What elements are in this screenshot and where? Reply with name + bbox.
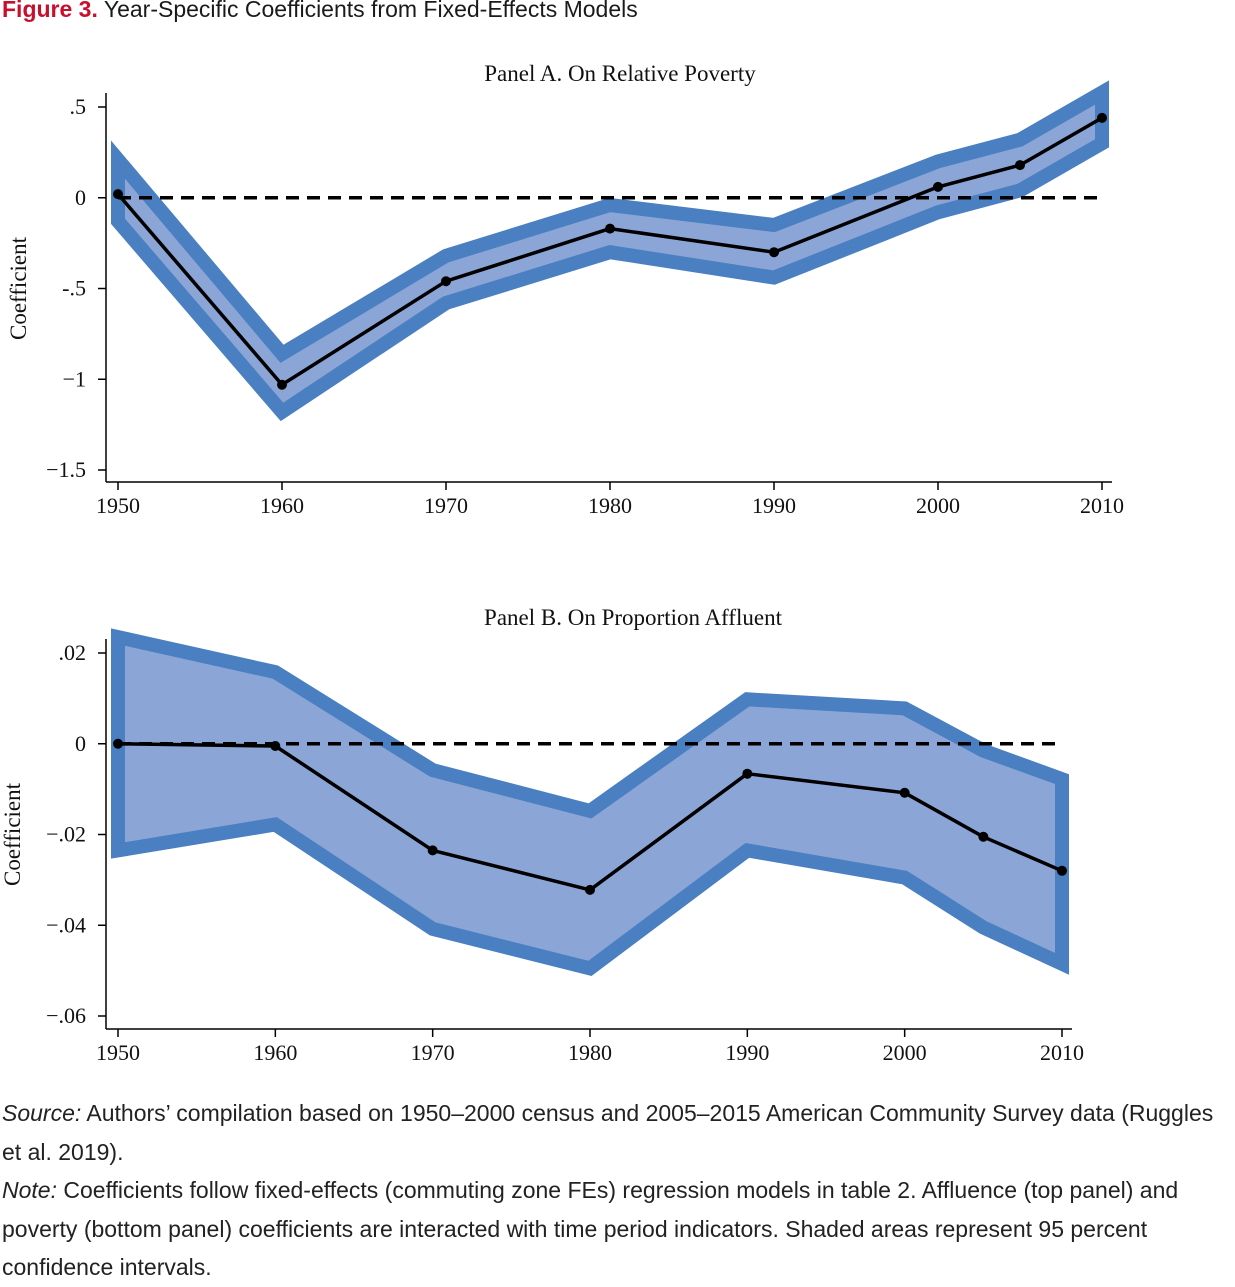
chart-b-ci-band (111, 628, 1069, 977)
chart-a-point-1990 (769, 247, 779, 258)
source-text: Authors’ compilation based on 1950–2000 … (2, 1100, 1214, 1165)
chart-b-point-1980 (585, 884, 595, 895)
chart-a-coefficient-line (116, 116, 1103, 387)
panel-a: .5 0 -.5 −1 −1.5 1950 1960 1970 1980 1990 2000 2010… (0, 50, 1235, 530)
note-text-block: Note: Coefficients follow fixed-effects … (2, 1171, 1232, 1287)
chart-a-point-1960 (277, 379, 287, 390)
chart-b-coefficient-line (117, 742, 1063, 892)
chart-b-svg: .02 0 −.02 −.04 −.06 1950 1960 1970 1980 1990 2000… (0, 605, 1084, 1065)
chart-b-x-tick-label: 1990 (725, 1040, 769, 1065)
chart-a-x-tick-label: 1950 (96, 493, 140, 518)
chart-a-point-1980 (605, 223, 615, 234)
chart-b-y-tick-label: 0 (75, 731, 86, 756)
chart-a-x-tick-label: 2010 (1080, 493, 1124, 518)
chart-a-point-1950 (113, 189, 123, 200)
chart-a-y-tick-label: .5 (70, 94, 87, 119)
chart-a-y-tick-label: 0 (75, 185, 86, 210)
source-label: Source: (2, 1100, 82, 1126)
chart-b-y-tick-label: .02 (59, 640, 87, 665)
figure-title-text: Year-Specific Coefficients from Fixed-Ef… (103, 0, 638, 22)
figure-title: Figure 3. Year-Specific Coefficients fro… (2, 0, 638, 23)
figure-label: Figure 3. (2, 0, 98, 22)
chart-b-x-tick-label: 1960 (253, 1040, 297, 1065)
chart-b-point-1950 (113, 738, 123, 749)
chart-a-x-tick-label: 1960 (260, 493, 304, 518)
chart-b-x-tick-label: 2010 (1040, 1040, 1084, 1065)
chart-b-point-1970 (427, 845, 438, 856)
chart-a-x-tick-label: 2000 (916, 493, 960, 518)
chart-b-point-1960 (270, 741, 281, 752)
chart-b-y-tick-label: −.04 (46, 912, 86, 937)
chart-a-x-tick-label: 1990 (752, 493, 796, 518)
note-label: Note: (2, 1177, 57, 1203)
chart-a-point-1970 (441, 276, 451, 287)
chart-b-x-tick-label: 1980 (568, 1040, 612, 1065)
chart-b-x-tick-label: 1970 (411, 1040, 455, 1065)
chart-b-x-tick-label: 1950 (96, 1040, 140, 1065)
chart-b-point-2000 (899, 787, 910, 798)
chart-b-point-2010 (1057, 865, 1067, 876)
chart-a-point-2005 (1015, 160, 1025, 171)
chart-a-y-tick-label: −1.5 (46, 457, 86, 482)
note-text: Coefficients follow fixed-effects (commu… (2, 1177, 1179, 1280)
chart-b-y-axis-label: Coefficient (0, 782, 25, 886)
chart-a-title: Panel A. On Relative Poverty (484, 61, 756, 86)
chart-b-title: Panel B. On Proportion Affluent (484, 605, 783, 630)
chart-a-x-tick-label: 1980 (588, 493, 632, 518)
chart-a-point-2000 (933, 181, 943, 192)
chart-b-x-tick-label: 2000 (883, 1040, 927, 1065)
chart-a-x-tick-label: 1970 (424, 493, 468, 518)
panel-b: .02 0 −.02 −.04 −.06 1950 1960 1970 1980 1990 2000… (0, 596, 1235, 1078)
chart-a-y-tick-label: -.5 (62, 276, 86, 301)
chart-b-y-tick-label: −.02 (46, 822, 86, 847)
figure-notes: Source: Authors’ compilation based on 19… (2, 1094, 1232, 1287)
chart-b-point-2005 (978, 831, 989, 842)
chart-b-point-1990 (742, 768, 753, 779)
chart-a-point-2010 (1097, 112, 1107, 123)
chart-a-svg: .5 0 -.5 −1 −1.5 1950 1960 1970 1980 1990 2000 2010… (6, 61, 1124, 518)
source-note: Source: Authors’ compilation based on 19… (2, 1094, 1232, 1171)
chart-a-y-axis-label: Coefficient (6, 236, 31, 340)
chart-b-y-tick-label: −.06 (46, 1003, 86, 1028)
chart-a-y-tick-label: −1 (63, 366, 86, 391)
